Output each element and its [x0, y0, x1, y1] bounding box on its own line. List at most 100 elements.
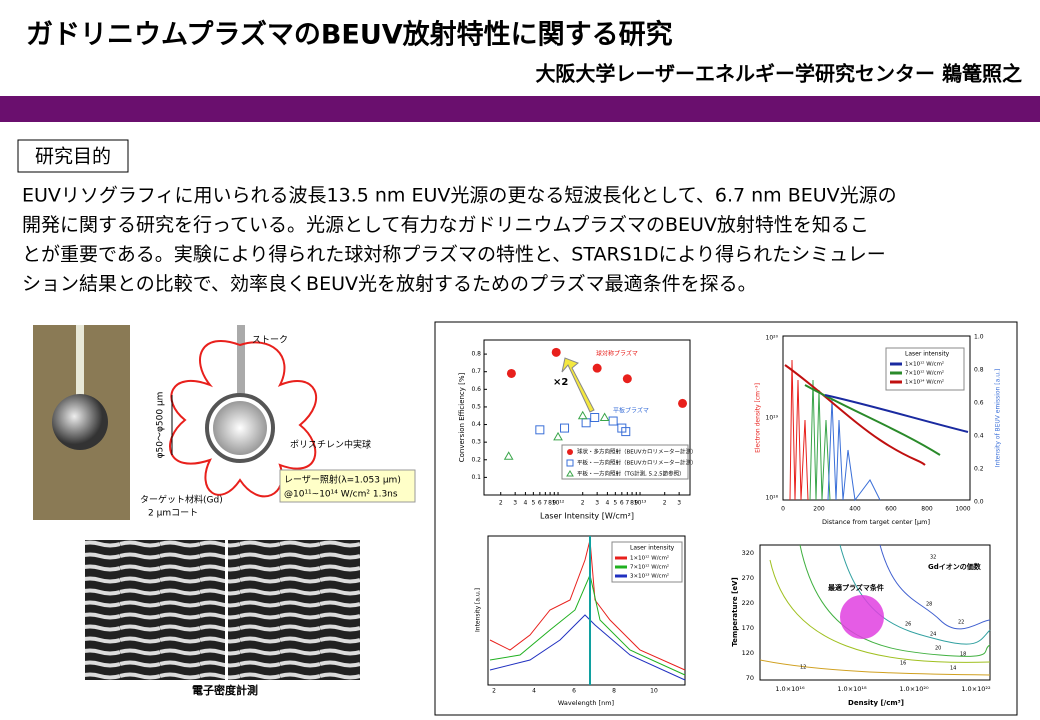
- label: 12: [800, 665, 806, 671]
- contour-plot: [759, 544, 991, 681]
- label: 10¹⁸: [766, 495, 779, 502]
- x-tick-label: 10¹³: [634, 500, 647, 507]
- label: 0.8: [974, 367, 984, 374]
- band: [0, 96, 1040, 122]
- laser-box: [279, 469, 416, 503]
- label: 1000: [955, 506, 970, 513]
- label: Density [/cm³]: [848, 699, 904, 707]
- target-core: [213, 401, 267, 455]
- label: 1.0×10¹⁸: [837, 685, 867, 693]
- label: Laser intensity: [905, 351, 950, 358]
- label: 120: [742, 649, 754, 657]
- density-plot: [782, 335, 971, 502]
- y-tick-label: 0.7: [471, 368, 481, 375]
- legend-marker: [566, 470, 574, 477]
- label: 14: [950, 666, 956, 672]
- x-tick-label: 7: [625, 500, 629, 507]
- annotation: 平板プラズマ: [613, 407, 649, 415]
- label: 1.0×10¹⁶: [775, 685, 805, 693]
- legend-label: 球状・多方向照射（BEUVカロリメーター計測）: [577, 448, 697, 456]
- photo-ball: [52, 394, 108, 450]
- label: 170: [742, 624, 754, 632]
- label: 1.0×10²⁰: [899, 685, 929, 693]
- annotation: 球対称プラズマ: [596, 350, 638, 358]
- label: 400: [849, 506, 861, 513]
- label: 2: [492, 688, 496, 695]
- label: レーザー照射(λ=1.053 μm): [284, 474, 401, 486]
- x-tick-label: 5: [613, 500, 617, 507]
- legend-label: 平板・一方向照射（BEUVカロリメーター計測）: [577, 459, 697, 467]
- label: ストーク: [252, 335, 288, 346]
- y-tick-label: 0.1: [471, 474, 481, 481]
- laser-shape: [169, 339, 318, 498]
- label: 0.6: [974, 400, 984, 407]
- x-tick-label: 8: [630, 500, 634, 507]
- y-tick-label: 0.6: [471, 386, 481, 393]
- x-tick-label: 6: [620, 500, 624, 507]
- x-tick-label: 6: [538, 500, 542, 507]
- label: 電子密度計測: [192, 683, 258, 697]
- label: 1.0: [974, 334, 984, 341]
- label: 220: [742, 599, 754, 607]
- point: [535, 425, 545, 435]
- y-tick-label: 0.5: [471, 403, 481, 410]
- fringe-image: [85, 540, 225, 680]
- point: [621, 427, 631, 437]
- x-tick-label: 4: [524, 500, 528, 507]
- stalk: [237, 325, 245, 405]
- label: 7×10¹² W/cm²: [630, 564, 669, 571]
- label: 10²⁰: [766, 335, 779, 342]
- label: 1×10¹² W/cm²: [630, 555, 669, 562]
- point: [551, 347, 561, 357]
- label: 2 μmコート: [148, 509, 198, 519]
- label: 1.0×10²²: [961, 685, 991, 693]
- y-label: Conversion Efficiency [%]: [458, 372, 466, 462]
- label: 0.4: [974, 433, 984, 440]
- label: Electron density [cm⁻³]: [755, 383, 762, 453]
- title: ガドリニウムプラズマのBEUV放射特性に関する研究: [26, 19, 673, 51]
- label: Distance from target center [μm]: [822, 518, 930, 526]
- point: [503, 451, 514, 460]
- point: [506, 368, 516, 378]
- label: 8: [612, 688, 616, 695]
- point: [608, 416, 618, 426]
- label: Laser intensity: [630, 545, 675, 552]
- label: ターゲット材料(Gd): [140, 494, 223, 506]
- legend-marker: [567, 449, 573, 455]
- point: [622, 374, 632, 384]
- legend-label: 平板・一方向照射（TG計測, 5.2.5節参照）: [577, 470, 685, 478]
- x-tick-label: 4: [605, 500, 609, 507]
- label: 1×10¹² W/cm²: [905, 361, 944, 368]
- label: Intensity of BEUV emission [a.u.]: [995, 369, 1002, 468]
- label: 600: [885, 506, 897, 513]
- label: 6: [572, 688, 576, 695]
- x-tick-label: 7: [543, 500, 547, 507]
- label: Temperature [eV]: [731, 577, 739, 646]
- x-tick-label: 3: [513, 500, 517, 507]
- label: 4: [532, 688, 536, 695]
- paragraph-line: EUVリソグラフィに用いられる波長13.5 nm EUV光源の更なる短波長化とし…: [22, 185, 897, 207]
- label: 200: [813, 506, 825, 513]
- label: 10: [650, 688, 658, 695]
- label: 1×10¹⁴ W/cm²: [905, 379, 944, 386]
- label: 最適プラズマ条件: [828, 583, 884, 592]
- x-tick-label: 2: [499, 500, 503, 507]
- label: 32: [930, 555, 936, 561]
- fringe-image: [228, 540, 360, 680]
- label: 0: [781, 506, 785, 513]
- point: [678, 398, 688, 408]
- label: 3×10¹³ W/cm²: [630, 573, 669, 580]
- annotation: ×2: [553, 377, 568, 388]
- label: 800: [921, 506, 933, 513]
- paragraph-line: 開発に関する研究を行っている。光源として有力なガドリニウムプラズマのBEUV放射…: [22, 214, 869, 236]
- label: 7×10¹² W/cm²: [905, 370, 944, 377]
- label: 22: [958, 620, 964, 626]
- x-tick-label: 5: [531, 500, 535, 507]
- label: @10¹¹~10¹⁴ W/cm² 1.3ns: [284, 490, 398, 500]
- label: 70: [746, 674, 754, 682]
- paragraph-line: ション結果との比較で、効率良くBEUV光を放射するためのプラズマ最適条件を探る。: [22, 273, 757, 295]
- photo-stalk: [76, 325, 84, 400]
- legend-marker: [566, 459, 574, 467]
